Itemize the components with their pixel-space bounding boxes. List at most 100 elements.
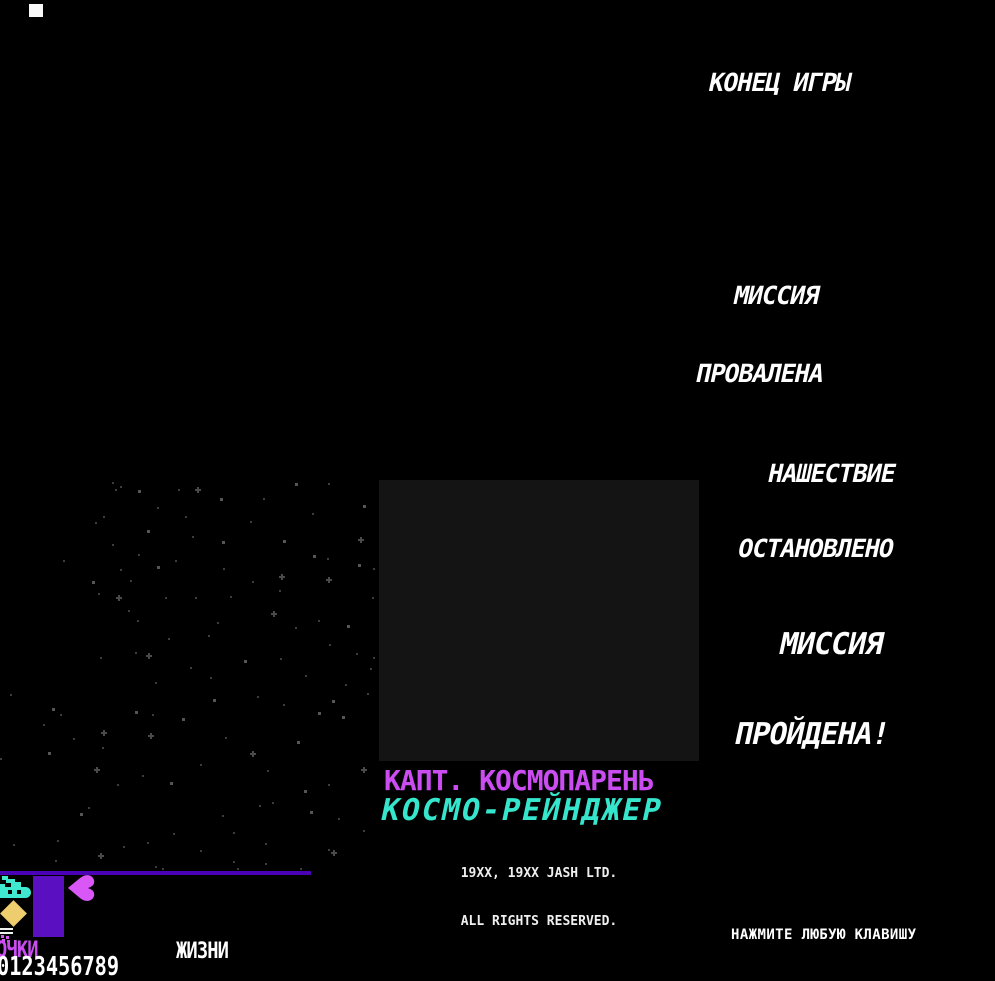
star xyxy=(332,700,335,703)
star xyxy=(57,840,59,842)
star xyxy=(123,846,125,848)
gem-diamond-sprite xyxy=(0,900,27,927)
star xyxy=(360,539,362,541)
game-title: КОСМО-РЕЙНДЖЕР xyxy=(377,793,667,828)
star xyxy=(152,714,154,716)
star xyxy=(333,852,335,854)
dark-panel xyxy=(379,480,699,761)
star xyxy=(190,667,192,669)
star xyxy=(328,784,330,786)
star xyxy=(213,699,216,702)
star xyxy=(95,522,97,524)
star xyxy=(257,696,259,698)
player-ship-sprite xyxy=(0,874,34,902)
star xyxy=(312,513,314,515)
star xyxy=(295,483,298,486)
star xyxy=(182,718,185,721)
game-title-caption: КАПТ. КОСМОПАРЕНЬ xyxy=(384,764,655,797)
star xyxy=(373,657,375,659)
score-label: ОЧКИ xyxy=(0,938,38,963)
star xyxy=(252,753,254,755)
press-any-key-text: НАЖМИТЕ ЛЮБУЮ КЛАВИШУ xyxy=(731,927,917,943)
star xyxy=(142,775,144,777)
star xyxy=(98,593,100,595)
mission-passed-text: МИССИЯ ПРОЙДЕНА! xyxy=(671,570,972,810)
star xyxy=(60,714,62,716)
star xyxy=(356,653,358,655)
star xyxy=(157,566,160,569)
star xyxy=(222,815,224,817)
star xyxy=(175,560,177,562)
star xyxy=(55,860,57,862)
star xyxy=(147,530,150,533)
star xyxy=(280,658,282,660)
star xyxy=(100,657,102,659)
star xyxy=(220,498,223,501)
star xyxy=(329,644,331,646)
digits-row: 0123456789 xyxy=(0,952,120,981)
star xyxy=(358,564,361,567)
star xyxy=(318,620,320,622)
star xyxy=(259,805,261,807)
star xyxy=(200,764,202,766)
star xyxy=(233,861,235,863)
star xyxy=(170,782,173,785)
star xyxy=(373,568,375,570)
copyright-line-1: 19XX, 19XX JASH LTD. xyxy=(460,866,618,881)
star xyxy=(103,516,105,518)
copyright-block: 19XX, 19XX JASH LTD. ALL RIGHTS RESERVED… xyxy=(379,834,699,962)
star xyxy=(233,832,235,834)
star xyxy=(10,694,12,696)
star xyxy=(223,568,225,570)
star xyxy=(138,554,140,556)
star xyxy=(283,540,286,543)
star xyxy=(281,576,283,578)
star xyxy=(115,489,117,491)
star xyxy=(100,855,102,857)
star xyxy=(305,675,307,677)
mission-failed-text: МИССИЯ ПРОВАЛЕНА xyxy=(646,231,890,439)
star xyxy=(137,620,139,622)
star xyxy=(363,830,365,832)
star xyxy=(263,498,265,500)
star xyxy=(370,668,372,670)
star xyxy=(192,536,194,538)
star xyxy=(173,833,175,835)
star xyxy=(363,769,365,771)
star xyxy=(92,581,95,584)
star xyxy=(345,684,347,686)
star xyxy=(0,758,2,760)
wall-block-sprite xyxy=(33,876,64,937)
star xyxy=(230,596,232,598)
star xyxy=(135,711,138,714)
star xyxy=(112,482,114,484)
star xyxy=(265,863,267,865)
star xyxy=(120,569,122,571)
white-square-sprite xyxy=(29,4,43,17)
star xyxy=(150,735,152,737)
star xyxy=(252,581,254,583)
star xyxy=(272,802,274,804)
star xyxy=(147,842,149,844)
mission-passed-line1: МИССИЯ xyxy=(776,627,887,662)
star xyxy=(210,677,212,679)
star xyxy=(297,741,300,744)
star xyxy=(102,747,104,749)
star xyxy=(185,516,187,518)
star xyxy=(279,590,281,592)
star xyxy=(157,507,159,509)
star xyxy=(250,521,252,523)
mission-failed-line1: МИССИЯ xyxy=(731,281,822,310)
star xyxy=(313,555,316,558)
star xyxy=(117,784,119,786)
mission-passed-line2: ПРОЙДЕНА! xyxy=(731,717,893,752)
star xyxy=(138,490,141,493)
star xyxy=(88,807,90,809)
star xyxy=(267,770,269,772)
star xyxy=(342,716,345,719)
star xyxy=(244,660,247,663)
star xyxy=(155,682,157,684)
bonus-mini-sprite xyxy=(0,928,14,944)
star xyxy=(328,483,330,485)
